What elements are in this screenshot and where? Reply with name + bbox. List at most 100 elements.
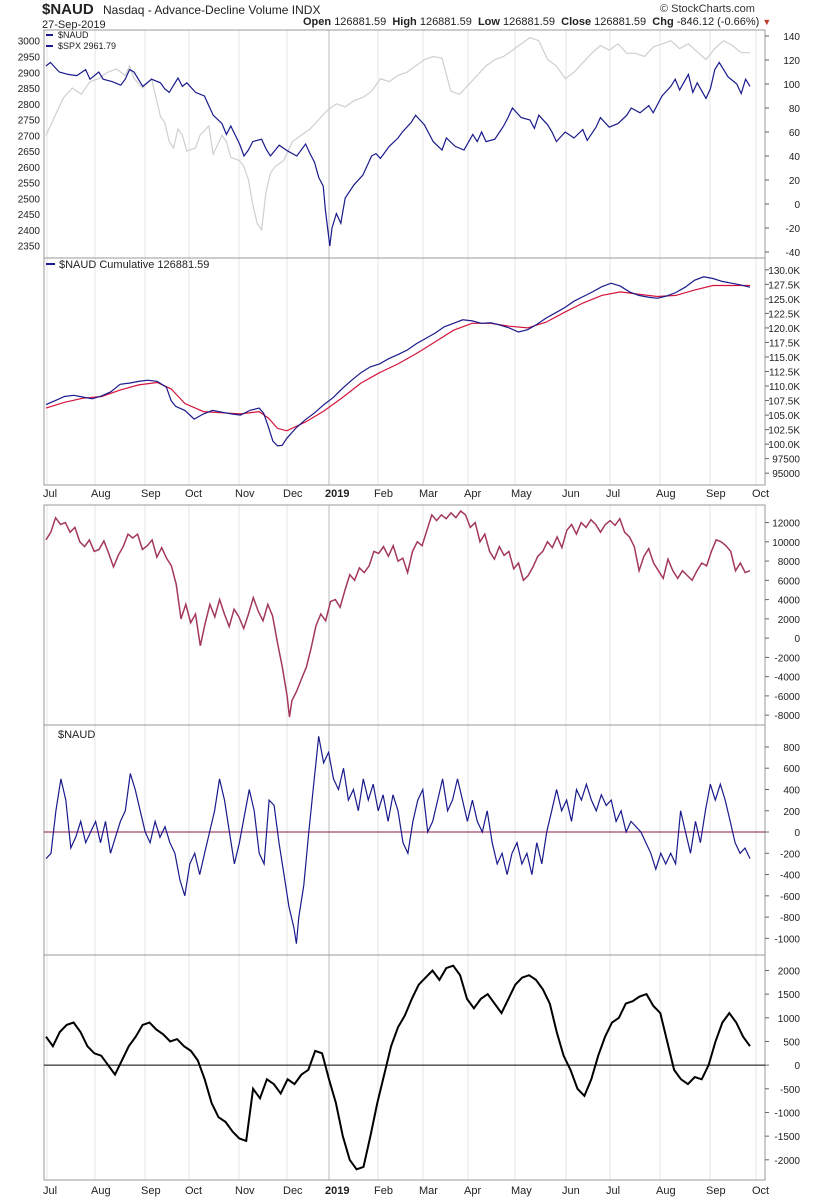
right-tick-label: 130.0K	[768, 266, 800, 277]
x-tick-label: 2019	[325, 1185, 349, 1197]
right-tick-label: 60	[789, 128, 801, 139]
panel-1	[43, 29, 766, 259]
right-tick-label: 10000	[772, 538, 800, 549]
x-tick-label: Jun	[562, 488, 580, 500]
right-tick-label: 1500	[778, 990, 801, 1001]
x-tick-label: Mar	[419, 488, 438, 500]
x-tick-label: Oct	[185, 1185, 202, 1197]
x-tick-label: Aug	[656, 1185, 676, 1197]
legend-cumulative: $NAUD Cumulative 126881.59	[59, 259, 209, 271]
legend-spx: $SPX 2961.79	[58, 41, 116, 51]
left-tick-label: 2600	[18, 163, 41, 174]
x-tick-label: Dec	[283, 488, 303, 500]
series-line-panel2-0	[45, 276, 751, 447]
x-tick-label: 2019	[325, 488, 349, 500]
right-tick-label: 0	[794, 200, 800, 211]
symbol-title: $NAUD	[42, 1, 94, 18]
x-tick-label: Oct	[185, 488, 202, 500]
right-tick-label: 122.5K	[768, 309, 800, 320]
left-tick-label: 2700	[18, 131, 41, 142]
right-tick-label: -1000	[774, 934, 800, 945]
right-tick-label: 800	[783, 743, 800, 754]
panel-2	[43, 257, 766, 486]
right-tick-label: 102.5K	[768, 426, 800, 437]
x-tick-label: Aug	[91, 1185, 111, 1197]
x-tick-label: Nov	[235, 1185, 255, 1197]
right-tick-label: 40	[789, 152, 801, 163]
right-tick-label: 127.5K	[768, 280, 800, 291]
x-tick-label: May	[511, 1185, 532, 1197]
right-tick-label: 120	[783, 56, 800, 67]
right-tick-label: 400	[783, 785, 800, 796]
right-tick-label: 4000	[778, 596, 801, 607]
right-tick-label: 105.0K	[768, 411, 800, 422]
x-tick-label: Apr	[464, 1185, 481, 1197]
right-tick-label: -200	[780, 849, 800, 860]
chart-date: 27-Sep-2019	[42, 19, 106, 31]
right-tick-label: 0	[794, 828, 800, 839]
left-tick-label: 3000	[18, 37, 41, 48]
index-name: Nasdaq - Advance-Decline Volume INDX	[103, 3, 321, 17]
down-arrow-icon: ▼	[762, 17, 772, 27]
series-line-panel3-0	[45, 509, 751, 718]
series-line-panel4-0	[45, 736, 751, 944]
right-tick-label: 200	[783, 807, 800, 818]
x-tick-label: Dec	[283, 1185, 303, 1197]
x-tick-label: Oct	[752, 1185, 769, 1197]
right-tick-label: 500	[783, 1037, 800, 1048]
right-tick-label: -2000	[774, 1156, 800, 1167]
right-tick-label: 80	[789, 104, 801, 115]
panel-5	[43, 954, 766, 1181]
x-tick-label: Jun	[562, 1185, 580, 1197]
x-tick-label: Sep	[141, 488, 161, 500]
x-tick-label: Jul	[43, 1185, 57, 1197]
right-tick-label: -6000	[774, 692, 800, 703]
left-tick-label: 2500	[18, 194, 41, 205]
right-tick-label: -8000	[774, 711, 800, 722]
legend-naud: $NAUD	[58, 30, 89, 40]
panel-frame	[43, 504, 766, 726]
x-tick-label: Sep	[141, 1185, 161, 1197]
right-tick-label: 115.0K	[769, 353, 800, 364]
right-tick-label: 0	[794, 634, 800, 645]
right-tick-label: -400	[780, 871, 800, 882]
right-tick-label: -600	[780, 892, 800, 903]
right-tick-label: 600	[783, 764, 800, 775]
right-tick-label: 117.5K	[769, 338, 800, 349]
left-tick-label: 2750	[18, 116, 41, 127]
x-tick-label: Feb	[374, 1185, 393, 1197]
x-tick-label: Sep	[706, 488, 726, 500]
right-tick-label: -800	[780, 913, 800, 924]
series-line-panel5-0	[45, 964, 751, 1171]
right-tick-label: 6000	[778, 576, 801, 587]
right-tick-label: 120.0K	[768, 324, 800, 335]
x-tick-label: Oct	[752, 488, 769, 500]
right-tick-label: 8000	[778, 557, 801, 568]
x-tick-label: May	[511, 488, 532, 500]
left-tick-label: 2400	[18, 226, 41, 237]
series-line-panel2-1	[45, 284, 750, 432]
x-tick-label: Jul	[606, 1185, 620, 1197]
right-tick-label: 95000	[772, 469, 800, 480]
panel-frame	[43, 257, 766, 486]
right-tick-label: 1000	[778, 1014, 801, 1025]
right-tick-label: -40	[786, 248, 801, 259]
right-tick-label: 107.5K	[768, 397, 800, 408]
right-tick-label: 20	[789, 176, 801, 187]
series-line-panel1-0	[45, 61, 751, 247]
right-tick-label: -1500	[774, 1132, 800, 1143]
right-tick-label: 110.0K	[769, 382, 800, 393]
left-tick-label: 2800	[18, 100, 41, 111]
brand-logo: © StockCharts.com	[660, 3, 755, 15]
right-tick-label: 97500	[772, 455, 800, 466]
x-tick-label: Apr	[464, 488, 481, 500]
x-tick-label: Sep	[706, 1185, 726, 1197]
panel-frame	[43, 954, 766, 1181]
left-tick-label: 2450	[18, 210, 41, 221]
x-tick-label: Aug	[91, 488, 111, 500]
right-tick-label: 0	[794, 1061, 800, 1072]
x-tick-label: Jul	[43, 488, 57, 500]
x-tick-label: Aug	[656, 488, 676, 500]
left-tick-label: 2550	[18, 179, 41, 190]
